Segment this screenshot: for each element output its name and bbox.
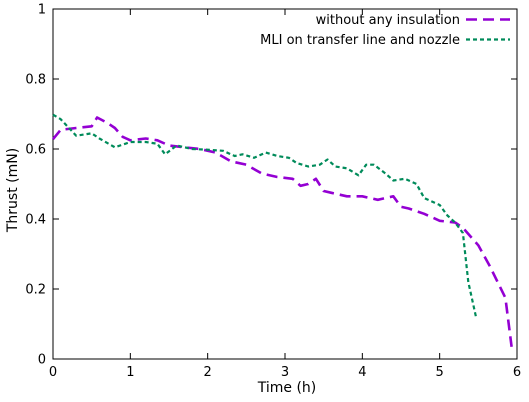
y-tick-label: 0 — [38, 353, 46, 368]
x-axis-title: Time (h) — [257, 380, 317, 396]
series-lines — [51, 113, 513, 347]
y-tick-label: 0.2 — [25, 283, 46, 298]
x-tick-label: 1 — [126, 365, 134, 380]
plot-border — [52, 8, 518, 360]
axes — [52, 8, 518, 360]
y-tick-labels: 0 0.2 0.4 0.6 0.8 1 — [25, 3, 46, 368]
legend-label-without-insulation: without any insulation — [316, 13, 460, 28]
x-tick-labels: 0 1 2 3 4 5 6 — [49, 365, 521, 380]
x-tick-label: 4 — [358, 365, 366, 380]
y-tick-label: 1 — [38, 3, 46, 18]
y-tick-label: 0.6 — [25, 143, 46, 158]
y-tick-label: 0.8 — [25, 73, 46, 88]
y-axis-title: Thrust (mN) — [5, 148, 21, 233]
legend-entry-without-insulation: without any insulation — [316, 13, 510, 28]
x-tick-label: 5 — [436, 365, 444, 380]
legend-entry-mli: MLI on transfer line and nozzle — [260, 33, 510, 48]
y-tick-label: 0.4 — [25, 213, 46, 228]
series-line-mli — [52, 113, 478, 318]
x-tick-label: 6 — [513, 365, 521, 380]
tick-marks — [52, 8, 518, 360]
x-tick-label: 3 — [281, 365, 289, 380]
series-line-without-insulation — [51, 116, 513, 347]
legend: without any insulation MLI on transfer l… — [260, 13, 510, 48]
legend-label-mli: MLI on transfer line and nozzle — [260, 33, 460, 48]
x-tick-label: 0 — [49, 365, 57, 380]
x-tick-label: 2 — [204, 365, 212, 380]
